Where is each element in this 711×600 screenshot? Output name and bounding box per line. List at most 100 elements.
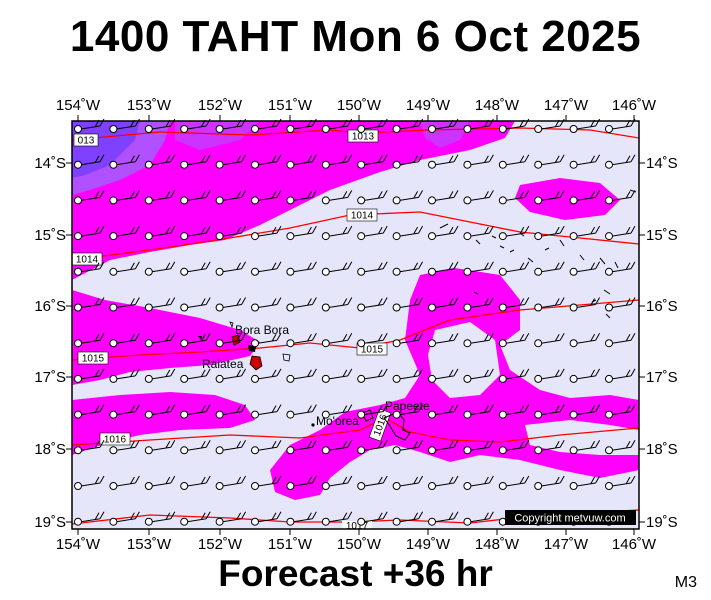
wind-barb [392, 297, 424, 312]
wind-barb [321, 475, 353, 490]
wind-barb [605, 297, 636, 312]
wind-barb [428, 225, 459, 241]
wind-barb [321, 225, 353, 241]
lon-label: 153˚W [127, 536, 172, 553]
wind-barb [286, 511, 317, 526]
model-label: M3 [674, 574, 697, 591]
wind-barb [392, 225, 424, 241]
wind-barb [357, 404, 388, 419]
wind-barb [180, 440, 211, 455]
lon-label: 147˚W [544, 97, 589, 114]
svg-text:1014: 1014 [351, 211, 374, 222]
wind-barb [498, 475, 530, 490]
isobar-label: 1016 [99, 432, 131, 446]
wind-barb [109, 118, 140, 133]
isobar-label: 013 [73, 133, 99, 147]
lat-label: 19˚S [34, 514, 66, 531]
wind-barb [357, 475, 388, 490]
wind-barb [74, 261, 105, 276]
wind-barb [215, 332, 247, 348]
wind-barb [215, 190, 247, 205]
wind-barb [215, 511, 247, 526]
wind-barb [392, 190, 424, 205]
wind-barb [215, 368, 247, 383]
wind-barb [74, 332, 105, 348]
wind-barb [215, 475, 247, 490]
lon-label: 153˚W [127, 97, 172, 114]
wind-barb [534, 190, 565, 205]
wind-barb [534, 440, 565, 455]
wind-barb [428, 332, 459, 348]
wind-barb [498, 118, 530, 133]
wind-barb [180, 190, 211, 205]
wind-barb [569, 332, 601, 348]
wind-barb [321, 261, 353, 276]
wind-barb [109, 475, 140, 490]
lon-label: 150˚W [337, 536, 382, 553]
map-title: 1400 TAHT Mon 6 Oct 2025 [69, 12, 642, 61]
wind-barb [428, 261, 459, 276]
wind-barb [109, 225, 140, 241]
wind-barb [463, 511, 494, 526]
wind-barb [144, 368, 176, 383]
wind-barb [251, 404, 282, 419]
svg-text:1013: 1013 [352, 132, 375, 143]
lon-label: 152˚W [198, 536, 243, 553]
wind-barb [286, 404, 317, 419]
wind-barb [428, 475, 459, 490]
wind-barb [251, 225, 282, 241]
wind-barb [286, 440, 317, 455]
isobar-label: 1015 [356, 342, 388, 356]
wind-barb [180, 332, 211, 348]
wind-barb [534, 154, 565, 169]
wind-barb [144, 475, 176, 490]
wind-barb [109, 154, 140, 169]
wind-barb [180, 511, 211, 526]
wind-barb [463, 440, 494, 455]
wind-barb [109, 297, 140, 312]
lon-label: 148˚W [475, 97, 520, 114]
isobar-labels: 013 1013 1014 1014 1015 1015 1016 1016 [71, 129, 392, 532]
wind-barb [534, 297, 565, 312]
wind-barb [321, 297, 353, 312]
wind-barb [463, 154, 494, 169]
wind-barb [463, 368, 494, 383]
wind-barb [569, 225, 601, 241]
wind-barb [605, 190, 636, 205]
wind-barb [428, 154, 459, 169]
lon-label: 148˚W [475, 536, 520, 553]
wind-barb [180, 154, 211, 169]
lat-labels-right: 14˚S 15˚S 16˚S 17˚S 18˚S 19˚S [646, 155, 678, 531]
wind-barb [251, 475, 282, 490]
wind-barb [392, 475, 424, 490]
isobar-label: 1014 [346, 208, 378, 222]
wind-barb [144, 440, 176, 455]
wind-barb [74, 225, 105, 241]
wind-barb [357, 440, 388, 455]
wind-barb [569, 440, 601, 455]
wind-barb [569, 261, 601, 276]
wind-barb [144, 404, 176, 419]
copyright-box [505, 510, 636, 525]
wind-barb [286, 368, 317, 383]
wind-barb [286, 190, 317, 205]
wind-barb [144, 297, 176, 312]
lon-label: 152˚W [198, 97, 243, 114]
isobar-label: 1014 [71, 252, 103, 266]
lon-label: 146˚W [612, 536, 657, 553]
wind-barb [392, 404, 424, 419]
copyright: Copyright metvuw.com [514, 513, 625, 525]
lat-label: 17˚S [34, 369, 66, 386]
wind-barb [428, 404, 459, 419]
map-frame [71, 120, 640, 530]
wind-barb [286, 154, 317, 169]
wind-barb [251, 190, 282, 205]
wind-barb [144, 225, 176, 241]
wind-barb [321, 118, 353, 133]
wind-barb [428, 368, 459, 383]
wind-barb [251, 440, 282, 455]
wind-barb [605, 332, 636, 348]
isobar-label: 1015 [77, 351, 109, 365]
lat-label: 14˚S [34, 155, 66, 172]
wind-barb [215, 440, 247, 455]
